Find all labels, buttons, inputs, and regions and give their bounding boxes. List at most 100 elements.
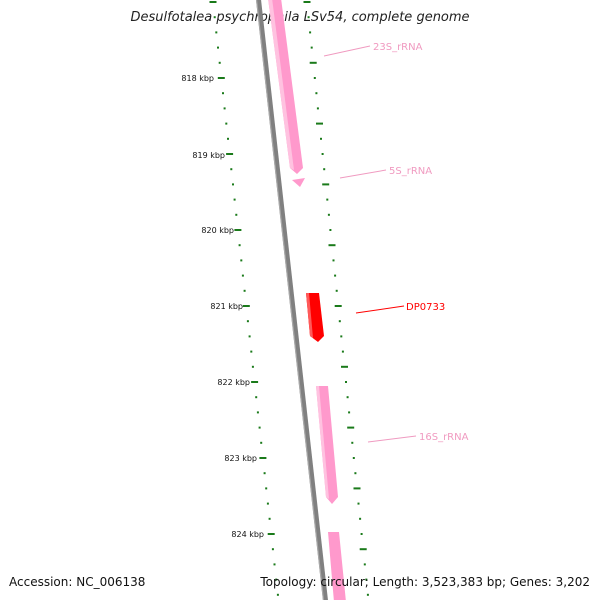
outer-minor-tick (360, 533, 363, 535)
outer-major-tick (303, 1, 311, 3)
outer-major-tick (328, 244, 336, 247)
outer-minor-tick (340, 335, 343, 338)
outer-minor-tick (338, 320, 341, 323)
outer-minor-tick (321, 153, 324, 155)
outer-minor-tick (310, 46, 313, 49)
label-line-23s (323, 45, 371, 57)
outer-minor-tick (307, 16, 310, 19)
inner-minor-tick (273, 563, 276, 566)
inner-minor-tick (218, 61, 221, 64)
outer-major-tick (316, 122, 323, 125)
outer-minor-tick (366, 593, 369, 596)
scale-label: 820 kbp (201, 226, 234, 235)
outer-major-tick (334, 305, 342, 307)
outer-minor-tick (341, 350, 344, 353)
inner-minor-tick (240, 259, 243, 262)
inner-minor-tick (265, 487, 268, 490)
outer-minor-tick (345, 381, 347, 383)
feature-partial-rrna[interactable] (328, 532, 346, 600)
outer-minor-tick (313, 77, 316, 79)
scale-label: 822 kbp (217, 378, 250, 387)
inner-minor-tick (246, 320, 249, 323)
outer-minor-tick (309, 31, 312, 34)
outer-minor-tick (335, 289, 338, 292)
outer-minor-tick (346, 396, 349, 399)
genome-stats-text: Topology: circular; Length: 3,523,383 bp… (260, 575, 590, 589)
inner-minor-tick (256, 411, 259, 414)
outer-major-tick (347, 426, 355, 429)
outer-minor-tick (357, 502, 360, 505)
feature-dp0733[interactable] (306, 293, 324, 342)
scale-labels: 818 kbp 819 kbp 820 kbp 821 kbp 822 kbp 823 k… (181, 74, 264, 539)
inner-minor-tick (271, 548, 274, 551)
inner-major-tick (209, 1, 217, 3)
outer-minor-tick (348, 411, 351, 414)
feature-label-16s: 16S_rRNA (419, 432, 469, 443)
outer-major-tick (309, 61, 317, 64)
inner-minor-tick (233, 198, 236, 201)
scale-label: 818 kbp (181, 74, 214, 83)
inner-minor-tick (230, 168, 233, 171)
inner-minor-tick (258, 426, 261, 429)
feature-5s-rrna[interactable] (292, 178, 305, 187)
outer-minor-tick (315, 92, 318, 95)
feature-label-23s: 23S_rRNA (373, 42, 423, 53)
outer-minor-tick (326, 198, 329, 201)
inner-major-tick (259, 457, 267, 459)
outer-minor-tick (365, 578, 368, 581)
inner-minor-tick (232, 183, 234, 186)
outer-major-tick (322, 183, 330, 186)
inner-tick-row (209, 1, 279, 596)
map-title: Desulfotalea psychrophila LSv54, complet… (130, 10, 470, 25)
scale-label: 824 kbp (231, 530, 264, 539)
outer-minor-tick (332, 259, 335, 262)
inner-minor-tick (266, 502, 269, 505)
label-line-dp0733 (355, 305, 405, 314)
scale-label: 823 kbp (224, 454, 257, 463)
inner-minor-tick (260, 441, 263, 444)
outer-minor-tick (327, 213, 330, 216)
outer-minor-tick (363, 563, 366, 566)
inner-minor-tick (215, 31, 218, 34)
outer-major-tick (341, 365, 348, 368)
inner-minor-tick (235, 213, 238, 216)
outer-minor-tick (359, 517, 362, 520)
outer-tick-row (303, 1, 369, 596)
outer-major-tick (353, 487, 361, 490)
feature-23s-rrna[interactable] (268, 0, 303, 174)
accession-text: Accession: NC_006138 (9, 575, 146, 589)
genome-backbone (256, 0, 328, 600)
inner-minor-tick (238, 244, 241, 247)
outer-minor-tick (329, 229, 332, 231)
outer-minor-tick (351, 441, 354, 444)
outer-minor-tick (323, 168, 326, 171)
inner-minor-tick (241, 274, 244, 277)
scale-label: 819 kbp (192, 151, 225, 160)
label-line-16s (367, 435, 417, 443)
scale-label: 821 kbp (210, 302, 243, 311)
inner-minor-tick (213, 16, 216, 19)
inner-major-tick (217, 77, 225, 79)
outer-minor-tick (320, 137, 322, 140)
inner-major-tick (226, 153, 234, 155)
inner-minor-tick (255, 396, 258, 399)
inner-minor-tick (251, 365, 254, 368)
inner-minor-tick (222, 92, 224, 95)
inner-minor-tick (263, 472, 266, 475)
inner-minor-tick (248, 335, 251, 338)
label-line-5s (339, 169, 387, 179)
outer-minor-tick (316, 107, 319, 110)
outer-minor-tick (354, 472, 357, 475)
inner-minor-tick (243, 289, 246, 292)
inner-minor-tick (276, 593, 279, 596)
feature-label-5s: 5S_rRNA (389, 166, 432, 177)
inner-major-tick (267, 533, 275, 535)
inner-minor-tick (217, 46, 219, 49)
inner-minor-tick (223, 107, 226, 110)
inner-minor-tick (268, 517, 271, 520)
inner-minor-tick (250, 350, 253, 353)
feature-16s-rrna[interactable] (316, 386, 338, 504)
inner-minor-tick (225, 122, 228, 125)
inner-minor-tick (275, 578, 278, 581)
